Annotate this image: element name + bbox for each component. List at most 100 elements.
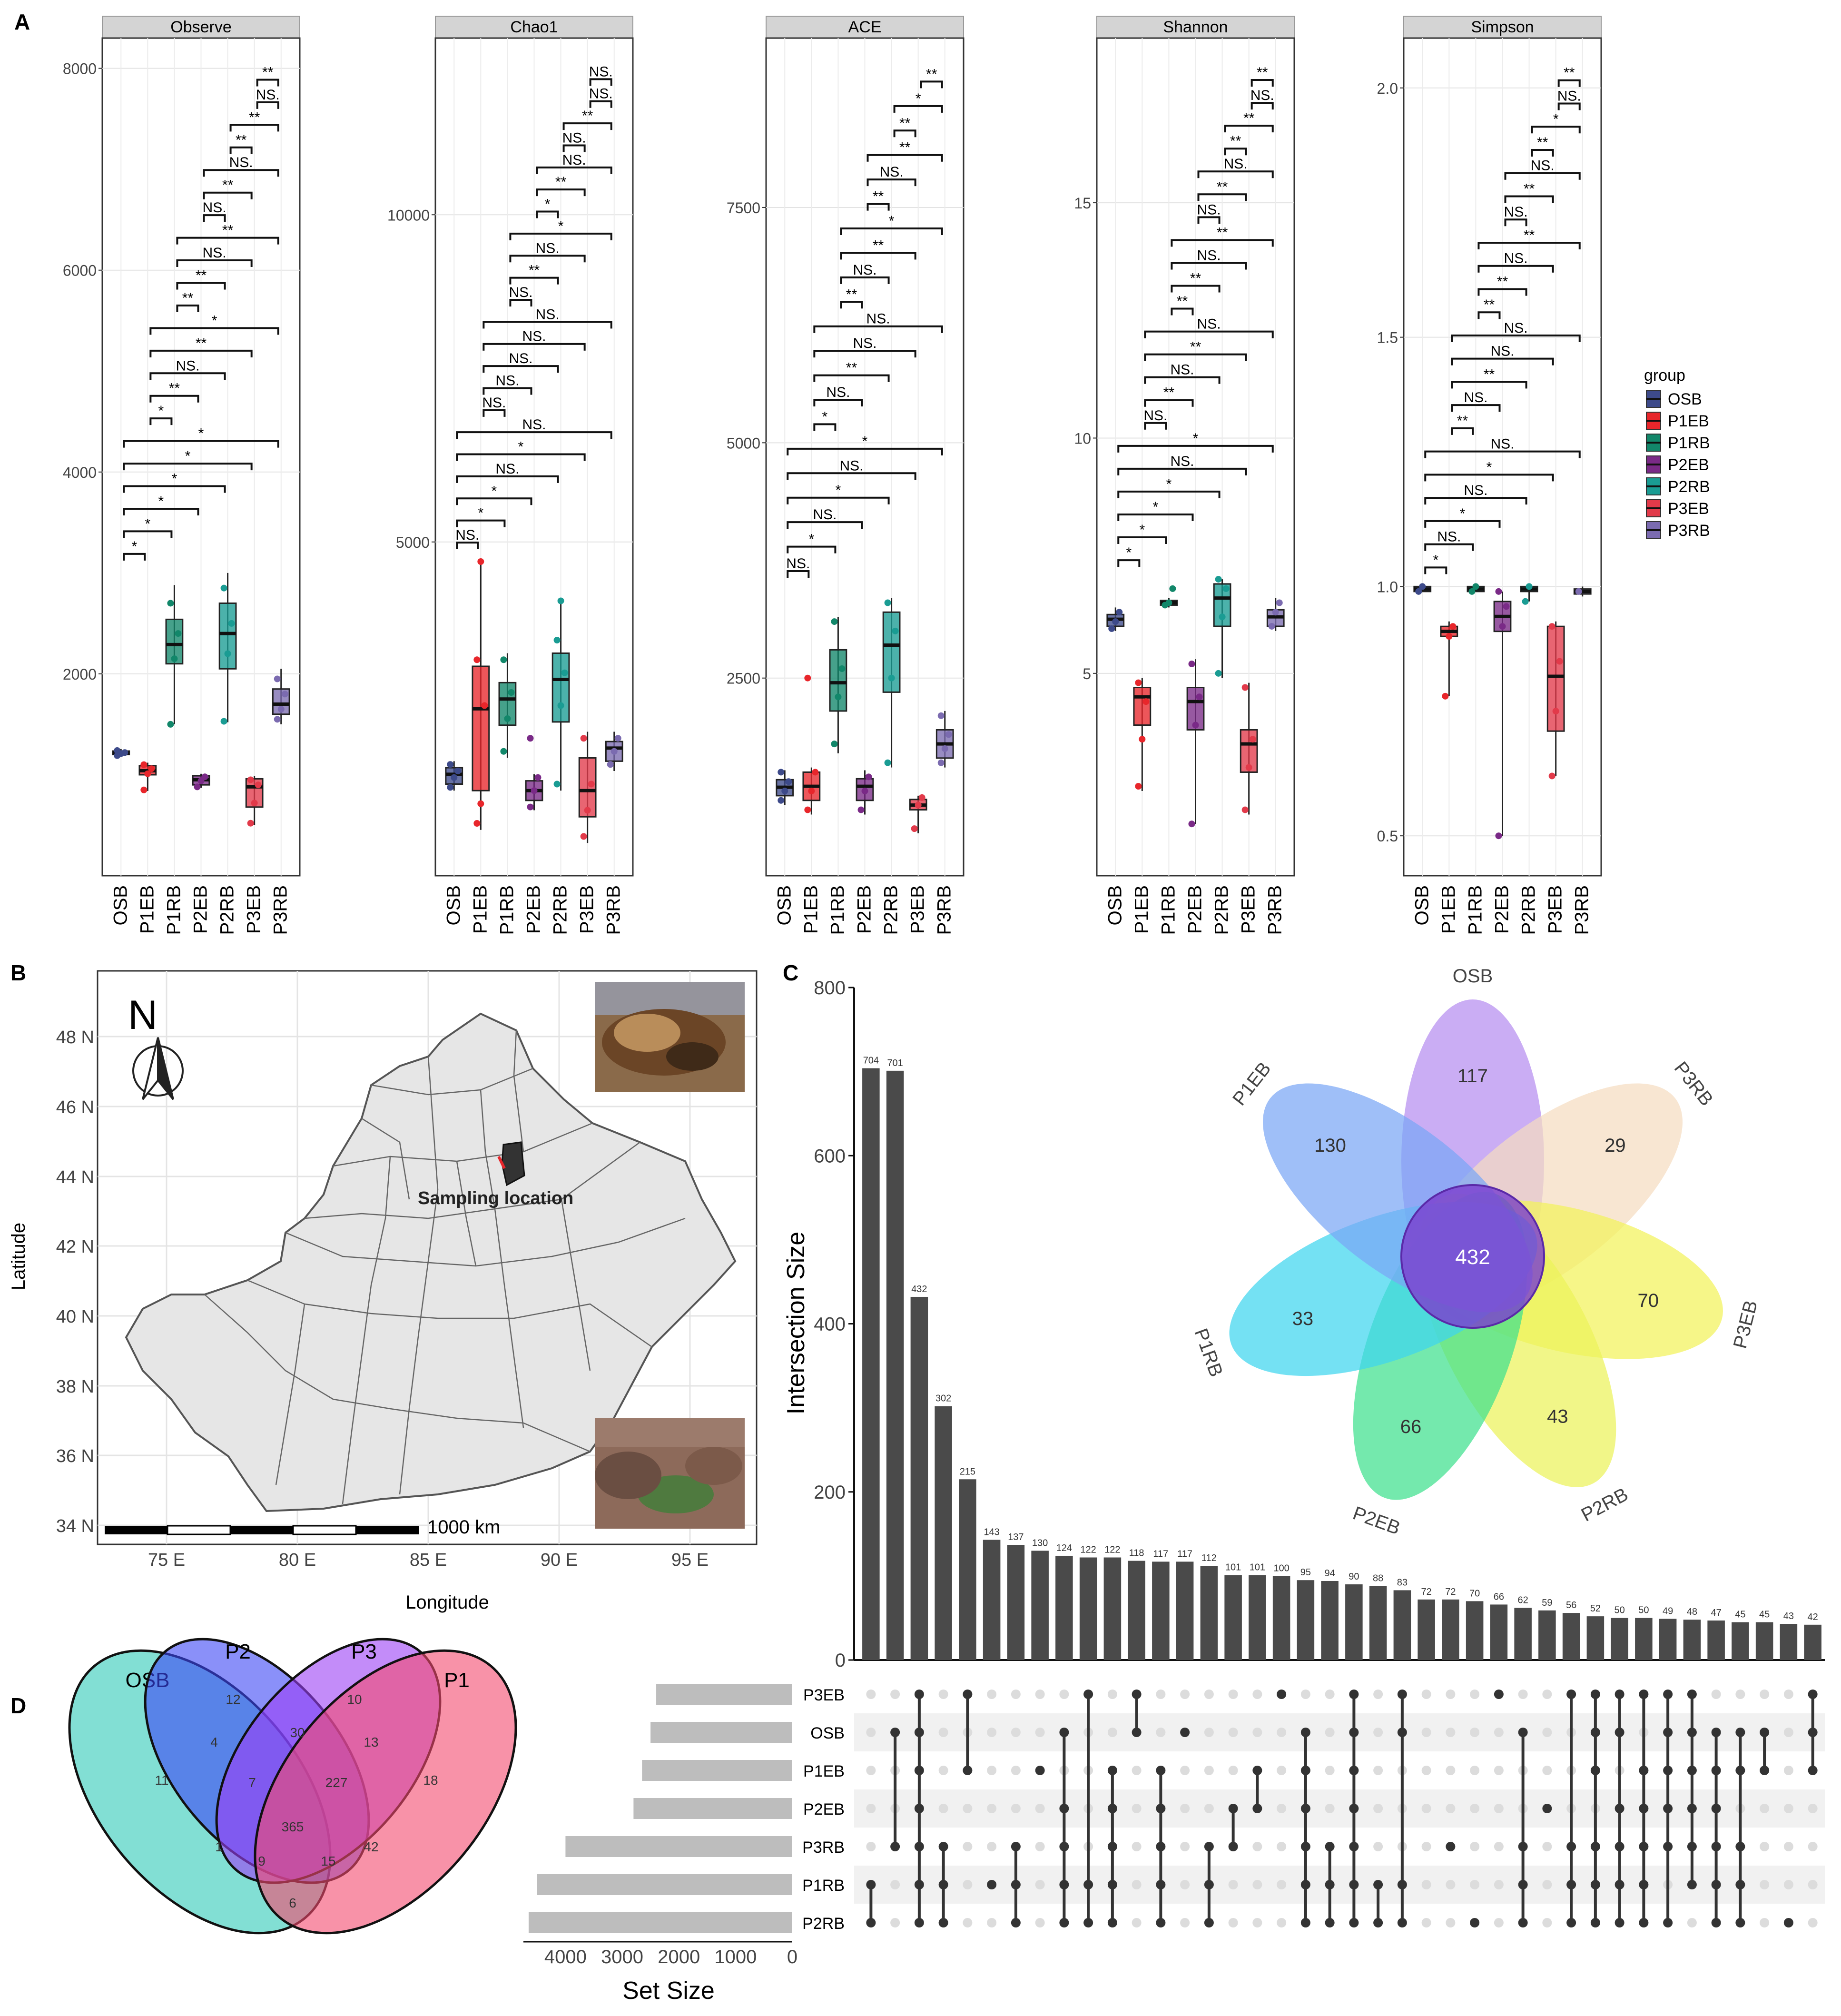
matrix-dot — [1494, 1728, 1504, 1737]
comparison-bracket — [149, 372, 226, 380]
y-tick-label: 2000 — [63, 666, 97, 683]
significance-label: NS. — [786, 556, 810, 572]
comparison-bracket — [840, 301, 863, 309]
matrix-dot — [1035, 1690, 1045, 1699]
comparison-bracket — [1144, 399, 1194, 407]
lon-tick-label: 80 E — [279, 1550, 316, 1570]
comparison-bracket — [1451, 381, 1527, 389]
scale-bar: 1000 km — [105, 1517, 500, 1538]
data-point — [255, 781, 262, 789]
petal-count: 29 — [1605, 1135, 1626, 1156]
significance-label: NS. — [229, 155, 253, 170]
intersection-value: 83 — [1397, 1577, 1408, 1588]
matrix-dot — [1180, 1766, 1190, 1775]
matrix-dot — [1035, 1842, 1045, 1851]
matrix-dot — [1783, 1842, 1793, 1851]
data-point — [1222, 585, 1230, 592]
set-size-tick-label: 0 — [787, 1947, 797, 1967]
matrix-dot — [1783, 1690, 1793, 1699]
comparison-bracket — [787, 472, 916, 480]
set-size-bar — [565, 1836, 792, 1857]
lat-tick-label: 38 N — [56, 1377, 94, 1397]
petal-count: 117 — [1457, 1066, 1488, 1087]
significance-label: ** — [899, 115, 911, 131]
y-tick-label: 10 — [1074, 430, 1091, 447]
matrix-dot — [1518, 1690, 1528, 1699]
significance-label: ** — [1257, 65, 1268, 80]
matrix-dot — [866, 1842, 876, 1851]
comparison-bracket — [1557, 102, 1581, 110]
panel-letter-a: A — [14, 10, 30, 34]
significance-label: NS. — [853, 336, 876, 351]
matrix-dot — [1542, 1918, 1552, 1927]
comparison-bracket — [1197, 170, 1274, 178]
intersection-value: 70 — [1469, 1588, 1480, 1599]
core-count: 432 — [1455, 1245, 1490, 1269]
data-point — [1241, 684, 1249, 691]
lon-tick-label: 95 E — [671, 1550, 709, 1570]
comparison-bracket — [1424, 543, 1474, 551]
x-tick-label: P1RB — [1158, 885, 1179, 935]
significance-label: ** — [182, 290, 194, 306]
data-point — [915, 801, 922, 809]
comparison-bracket — [787, 521, 863, 529]
intersection-bar — [1804, 1624, 1821, 1660]
matrix-dot — [1760, 1842, 1770, 1851]
matrix-dot — [866, 1690, 876, 1699]
comparison-bracket — [893, 105, 943, 113]
intersection-bar — [1732, 1622, 1749, 1660]
comparison-bracket — [1477, 311, 1501, 319]
comparison-bracket — [1117, 513, 1194, 521]
comparison-bracket — [866, 178, 916, 187]
data-point — [451, 774, 458, 781]
data-point — [167, 600, 174, 607]
intersection-bar — [1007, 1545, 1025, 1660]
comparison-bracket — [1117, 559, 1141, 567]
intersection-value: 48 — [1687, 1607, 1697, 1617]
petal-count: 66 — [1400, 1416, 1422, 1437]
comparison-bracket — [509, 255, 586, 263]
data-point — [473, 656, 481, 663]
sampling-marker — [497, 1156, 506, 1169]
matrix-dot — [1180, 1918, 1190, 1927]
venn-region-count: 9 — [258, 1854, 266, 1868]
box-p3eb — [1546, 625, 1565, 732]
comparison-bracket — [149, 349, 253, 357]
data-point — [553, 637, 561, 643]
x-tick-label: P1EB — [1438, 885, 1459, 934]
x-tick-label: P2EB — [854, 885, 875, 934]
significance-label: NS. — [176, 358, 199, 374]
svg-text:1000 km: 1000 km — [427, 1517, 500, 1538]
matrix-dot — [1011, 1690, 1021, 1699]
matrix-dot — [1011, 1804, 1021, 1813]
significance-label: ** — [873, 189, 884, 205]
matrix-dot — [1373, 1842, 1383, 1851]
comparison-bracket — [813, 423, 837, 431]
significance-label: * — [808, 532, 814, 547]
matrix-dot — [1446, 1690, 1456, 1699]
data-point — [838, 665, 846, 672]
data-point — [557, 597, 564, 604]
data-point — [884, 599, 891, 606]
data-point — [561, 669, 568, 676]
matrix-dot — [1542, 1766, 1552, 1775]
significance-label: * — [1153, 499, 1159, 515]
box-p2rb — [218, 602, 237, 670]
comparison-bracket — [1250, 102, 1274, 110]
data-point — [220, 718, 227, 725]
significance-label: ** — [582, 108, 593, 124]
panel-letter-c: C — [783, 960, 798, 985]
panel-letter-d: D — [10, 1693, 26, 1718]
data-point — [1241, 806, 1249, 813]
data-point — [778, 797, 785, 804]
data-point — [857, 806, 865, 813]
data-point — [121, 749, 128, 756]
significance-label: ** — [196, 336, 207, 351]
set-size-tick-label: 4000 — [544, 1947, 587, 1967]
x-tick-label: P1RB — [827, 885, 848, 935]
facet-ace: ACE250050007500NS.*NS.*NS.**NS.**NS.NS.*… — [727, 16, 965, 935]
x-tick-label: P2RB — [1518, 885, 1539, 935]
intersection-bar — [1635, 1618, 1653, 1660]
significance-label: NS. — [509, 285, 532, 300]
comparison-bracket — [1424, 520, 1501, 528]
